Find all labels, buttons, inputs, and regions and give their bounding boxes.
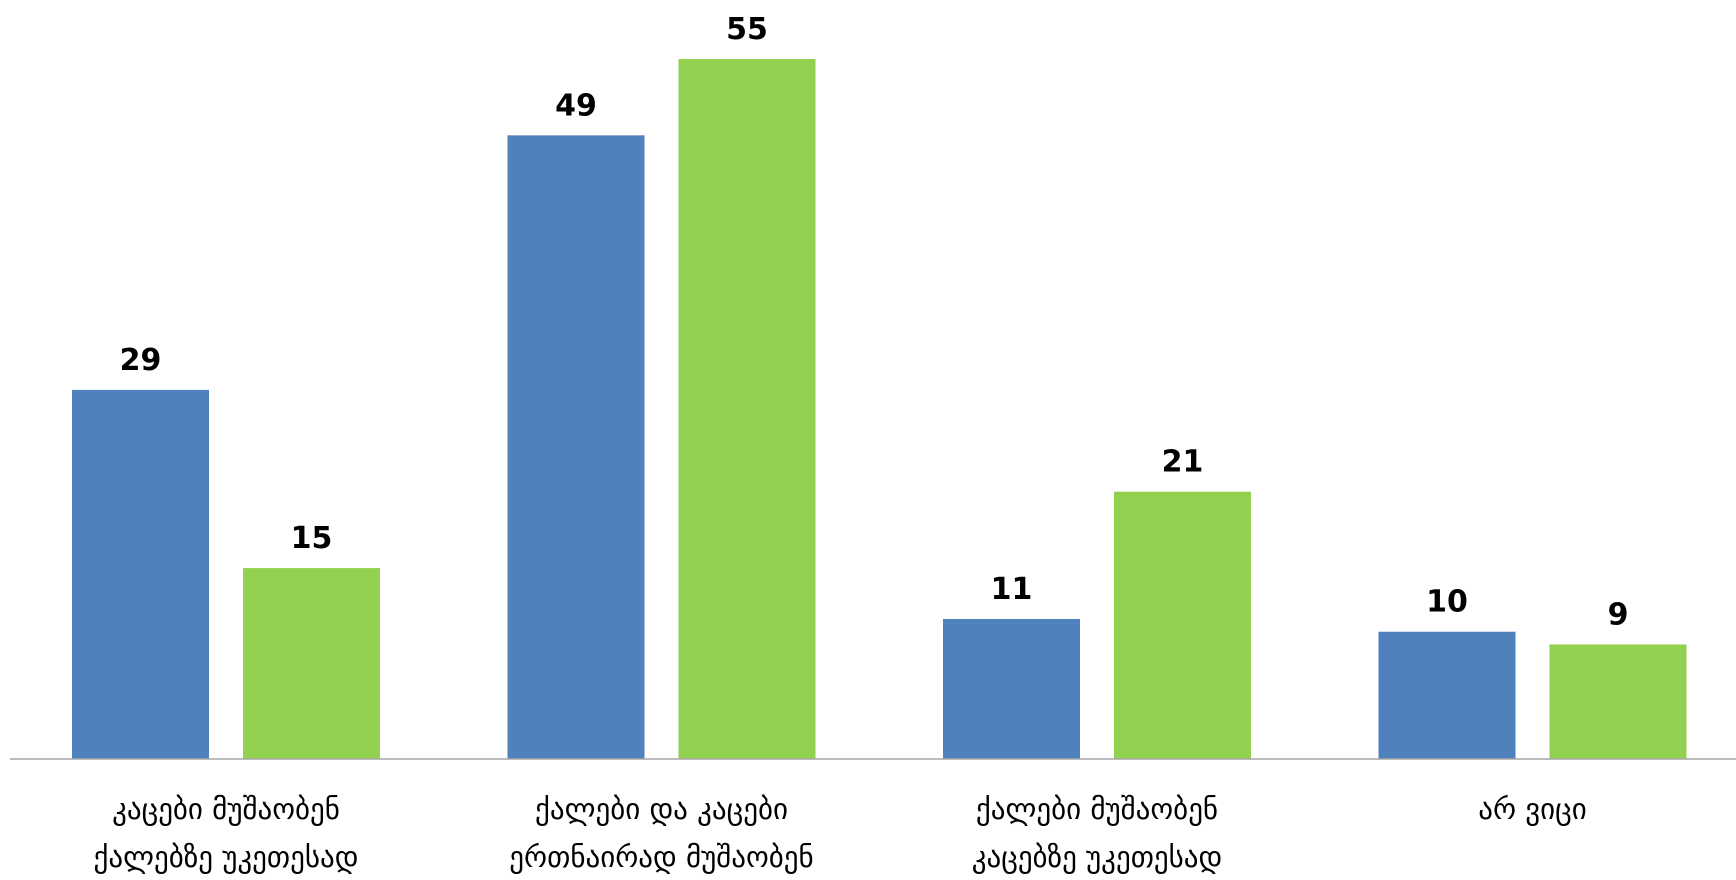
category-label-2-line-0: ქალები მუშაობენ — [976, 792, 1218, 826]
category-label-0-line-0: კაცები მუშაობენ — [112, 792, 340, 826]
bar-s1-c0 — [243, 568, 380, 759]
value-label-s1-c0: 15 — [291, 521, 333, 556]
category-labels-group: კაცები მუშაობენ ქალებზე უკეთესად ქალები და… — [94, 792, 1587, 874]
value-label-s0-c2: 11 — [991, 572, 1033, 607]
value-label-s1-c1: 55 — [726, 12, 768, 47]
value-label-s0-c1: 49 — [555, 88, 597, 123]
category-label-0-line-1: ქალებზე უკეთესად — [94, 840, 359, 874]
bar-s1-c1 — [678, 59, 816, 759]
bar-s0-c2 — [943, 619, 1080, 759]
category-label-1-line-0: ქალები და კაცები — [535, 792, 788, 826]
bar-s0-c0 — [72, 389, 209, 759]
category-label-2-line-1: კაცებზე უკეთესად — [972, 840, 1223, 874]
category-label-3-line-0: არ ვიცი — [1478, 792, 1586, 826]
value-label-s1-c2: 21 — [1162, 445, 1204, 480]
value-labels-group: 29 15 49 55 11 21 10 9 — [120, 12, 1629, 632]
bars-group — [72, 59, 1687, 759]
value-label-s0-c0: 29 — [120, 343, 162, 378]
value-label-s0-c3: 10 — [1426, 585, 1468, 620]
bar-s0-c1 — [507, 135, 645, 759]
bar-s1-c2 — [1114, 491, 1251, 759]
value-label-s1-c3: 9 — [1608, 597, 1629, 632]
category-label-1-line-1: ერთნაირად მუშაობენ — [509, 840, 813, 874]
bar-s1-c3 — [1549, 644, 1687, 759]
bar-s0-c3 — [1378, 631, 1516, 759]
